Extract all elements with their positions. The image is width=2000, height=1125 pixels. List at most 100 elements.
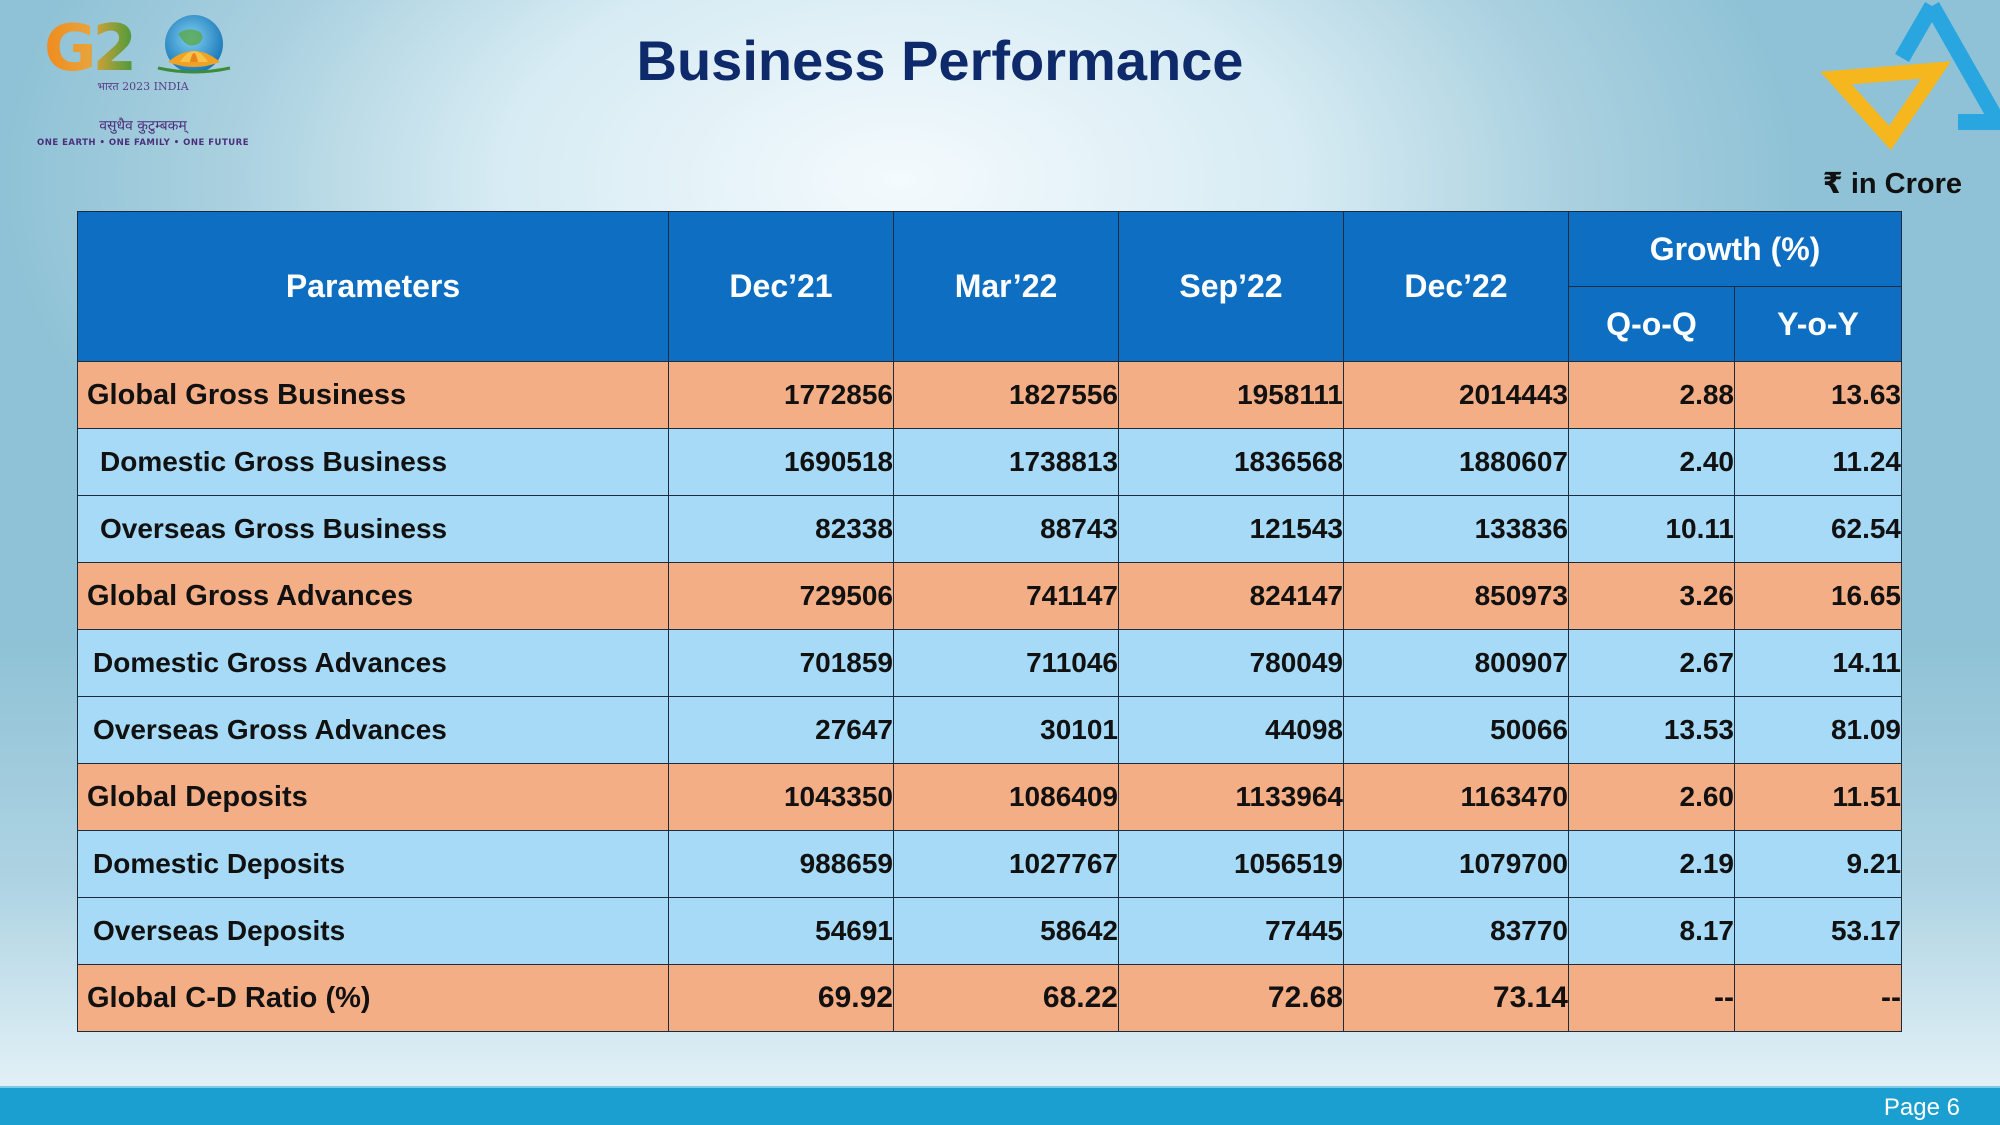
cell-mar22: 68.22 — [893, 964, 1119, 1032]
header-dec21: Dec’21 — [668, 211, 894, 362]
row-label: Global Gross Advances — [77, 562, 669, 630]
cell-yoy: 62.54 — [1733, 495, 1903, 563]
g20-tagline: ONE EARTH • ONE FAMILY • ONE FUTURE — [36, 138, 250, 148]
cell-yoy: 13.63 — [1733, 361, 1903, 429]
cell-qoq: 2.67 — [1568, 629, 1735, 697]
row-label: Overseas Deposits — [77, 897, 669, 965]
cell-yoy: 11.24 — [1733, 428, 1903, 496]
g20-logo-icon: G2 — [44, 12, 231, 86]
cell-dec21: 54691 — [668, 897, 894, 965]
table-row: Global Gross Business 1772856 1827556 19… — [77, 361, 1903, 429]
table-row: Global Gross Advances 729506 741147 8241… — [77, 562, 1903, 630]
page-title: Business Performance — [636, 29, 1244, 92]
table-row: Global C-D Ratio (%) 69.92 68.22 72.68 7… — [77, 964, 1903, 1032]
footer-divider — [0, 1086, 2000, 1088]
table-header-row: Parameters Dec’21 Mar’22 Sep’22 Dec’22 G… — [77, 211, 1903, 362]
cell-mar22: 711046 — [893, 629, 1119, 697]
table-row: Overseas Gross Advances 27647 30101 4409… — [77, 696, 1903, 764]
cell-yoy: 11.51 — [1733, 763, 1903, 831]
cell-dec21: 729506 — [668, 562, 894, 630]
table-row: Domestic Deposits 988659 1027767 1056519… — [77, 830, 1903, 898]
cell-qoq: 10.11 — [1568, 495, 1735, 563]
header-sep22: Sep’22 — [1118, 211, 1344, 362]
footer-bar — [0, 1088, 2000, 1125]
svg-text:G2: G2 — [44, 12, 133, 82]
cell-qoq: 13.53 — [1568, 696, 1735, 764]
cell-qoq: 2.88 — [1568, 361, 1735, 429]
row-label: Domestic Deposits — [77, 830, 669, 898]
cell-sep22: 1836568 — [1118, 428, 1344, 496]
cell-qoq: 3.26 — [1568, 562, 1735, 630]
cell-yoy: 16.65 — [1733, 562, 1903, 630]
header-growth: Growth (%) — [1567, 211, 1903, 287]
cell-sep22: 1958111 — [1118, 361, 1344, 429]
cell-mar22: 88743 — [893, 495, 1119, 563]
cell-yoy: 81.09 — [1733, 696, 1903, 764]
cell-mar22: 1027767 — [893, 830, 1119, 898]
cell-dec22: 850973 — [1343, 562, 1569, 630]
header-yoy: Y-o-Y — [1733, 286, 1903, 362]
cell-qoq: 2.40 — [1568, 428, 1735, 496]
cell-dec22: 800907 — [1343, 629, 1569, 697]
g20-logo: G2 भारत 2023 INDIA वसुधैव कुटुम्बकम् ONE… — [18, 12, 268, 152]
cell-mar22: 1086409 — [893, 763, 1119, 831]
cell-sep22: 44098 — [1118, 696, 1344, 764]
cell-mar22: 1827556 — [893, 361, 1119, 429]
g20-subtitle: भारत 2023 INDIA — [97, 80, 189, 93]
cell-yoy: 9.21 — [1733, 830, 1903, 898]
cell-dec21: 1772856 — [668, 361, 894, 429]
cell-dec22: 2014443 — [1343, 361, 1569, 429]
header-mar22: Mar’22 — [893, 211, 1119, 362]
cell-dec22: 1880607 — [1343, 428, 1569, 496]
cell-dec21: 69.92 — [668, 964, 894, 1032]
cell-sep22: 72.68 — [1118, 964, 1344, 1032]
business-performance-table: Parameters Dec’21 Mar’22 Sep’22 Dec’22 G… — [77, 211, 1903, 1032]
header-dec22: Dec’22 — [1343, 211, 1569, 362]
row-label: Domestic Gross Business — [77, 428, 669, 496]
cell-yoy: -- — [1733, 964, 1903, 1032]
cell-sep22: 77445 — [1118, 897, 1344, 965]
header-parameters: Parameters — [77, 211, 669, 362]
unit-label: ₹ in Crore — [1822, 168, 1962, 200]
cell-dec22: 73.14 — [1343, 964, 1569, 1032]
cell-dec21: 1043350 — [668, 763, 894, 831]
row-label: Overseas Gross Business — [77, 495, 669, 563]
bank-logo — [1808, 0, 2000, 151]
cell-qoq: 2.19 — [1568, 830, 1735, 898]
cell-sep22: 121543 — [1118, 495, 1344, 563]
cell-dec22: 1079700 — [1343, 830, 1569, 898]
table-row: Overseas Gross Business 82338 88743 1215… — [77, 495, 1903, 563]
cell-sep22: 1133964 — [1118, 763, 1344, 831]
cell-sep22: 780049 — [1118, 629, 1344, 697]
table-row: Domestic Gross Business 1690518 1738813 … — [77, 428, 1903, 496]
cell-qoq: 8.17 — [1568, 897, 1735, 965]
cell-sep22: 1056519 — [1118, 830, 1344, 898]
table-row: Domestic Gross Advances 701859 711046 78… — [77, 629, 1903, 697]
cell-dec21: 1690518 — [668, 428, 894, 496]
cell-yoy: 14.11 — [1733, 629, 1903, 697]
cell-mar22: 1738813 — [893, 428, 1119, 496]
row-label: Global Gross Business — [77, 361, 669, 429]
table-subheader-row: Q-o-Q Y-o-Y — [78, 286, 1903, 362]
row-label: Global Deposits — [77, 763, 669, 831]
cell-dec21: 27647 — [668, 696, 894, 764]
row-label: Overseas Gross Advances — [77, 696, 669, 764]
cell-dec22: 1163470 — [1343, 763, 1569, 831]
cell-yoy: 53.17 — [1733, 897, 1903, 965]
header-qoq: Q-o-Q — [1568, 286, 1735, 362]
cell-dec22: 83770 — [1343, 897, 1569, 965]
triangle-logo-icon — [1820, 2, 2000, 151]
table-row: Global Deposits 1043350 1086409 1133964 … — [77, 763, 1903, 831]
cell-dec21: 988659 — [668, 830, 894, 898]
cell-mar22: 30101 — [893, 696, 1119, 764]
cell-dec22: 133836 — [1343, 495, 1569, 563]
cell-dec22: 50066 — [1343, 696, 1569, 764]
cell-mar22: 741147 — [893, 562, 1119, 630]
cell-dec21: 82338 — [668, 495, 894, 563]
table-row: Overseas Deposits 54691 58642 77445 8377… — [77, 897, 1903, 965]
cell-sep22: 824147 — [1118, 562, 1344, 630]
page-number: Page 6 — [1883, 1094, 1960, 1121]
cell-qoq: -- — [1568, 964, 1735, 1032]
row-label: Domestic Gross Advances — [77, 629, 669, 697]
row-label: Global C-D Ratio (%) — [77, 964, 669, 1032]
